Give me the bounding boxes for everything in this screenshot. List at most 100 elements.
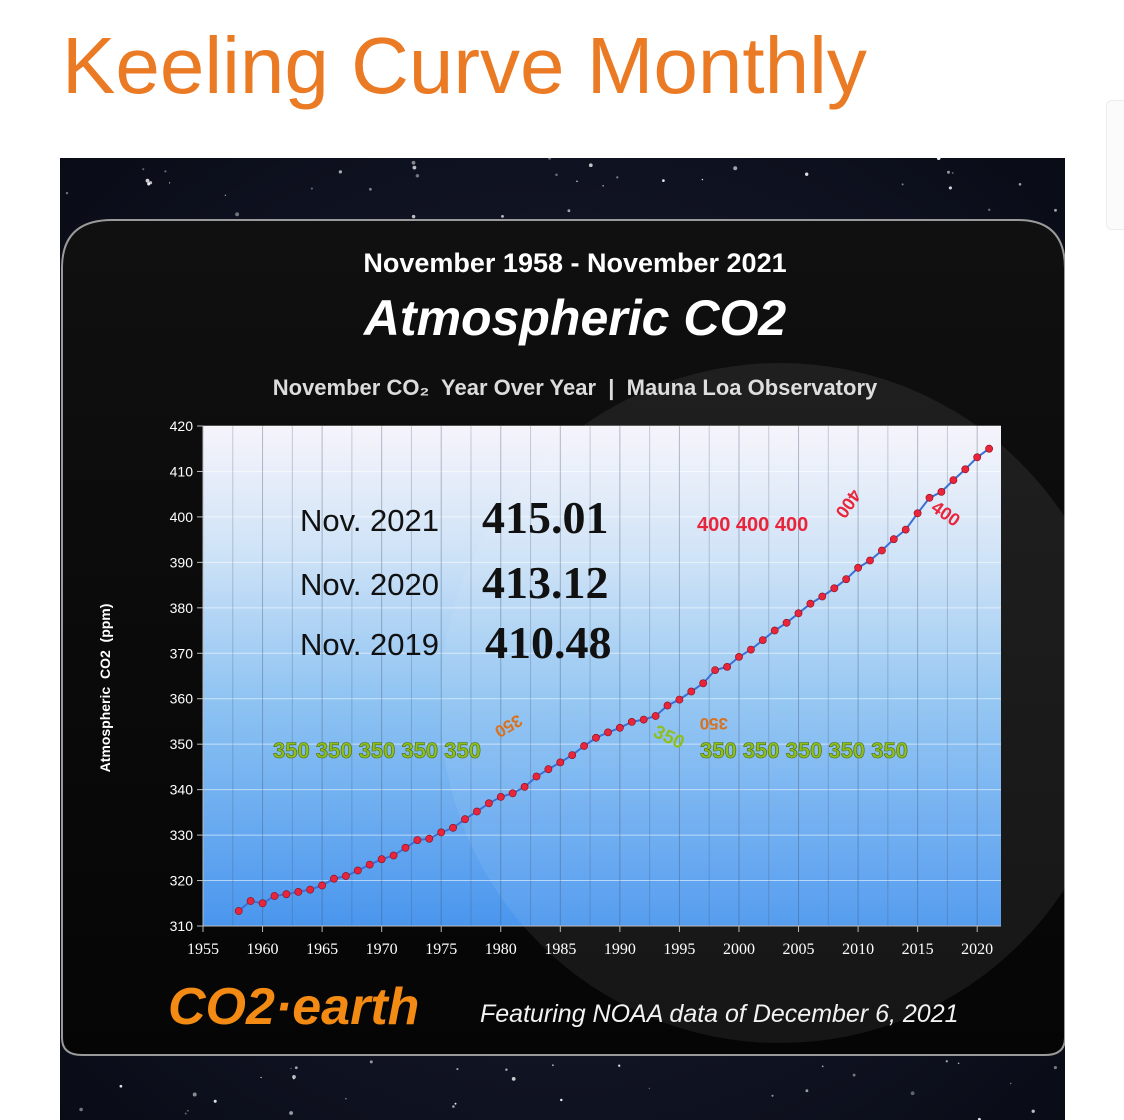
data-point (330, 874, 338, 883)
star (292, 1075, 296, 1079)
data-point (341, 872, 350, 880)
y-tick-label: 380 (170, 600, 194, 616)
date-range: November 1958 - November 2021 (363, 248, 786, 278)
star (235, 212, 240, 217)
x-tick-label: 2005 (783, 941, 815, 958)
y-tick-label: 390 (170, 554, 194, 570)
data-point (770, 626, 779, 635)
data-point (866, 556, 874, 565)
data-point (592, 733, 600, 742)
star (977, 1117, 981, 1120)
star (505, 1068, 508, 1071)
star (452, 1105, 455, 1108)
star (551, 1064, 554, 1067)
star (1053, 1066, 1057, 1070)
x-tick-label: 1995 (663, 941, 695, 958)
star (1009, 1082, 1012, 1085)
star (548, 158, 552, 160)
y-tick-label: 420 (170, 418, 194, 434)
data-point (616, 723, 624, 732)
data-point (818, 592, 827, 601)
star (290, 1067, 292, 1070)
star (951, 171, 954, 174)
page-title: Keeling Curve Monthly (62, 21, 867, 110)
data-point (234, 907, 243, 915)
data-point (878, 546, 886, 555)
data-point (401, 843, 410, 852)
star (501, 215, 504, 218)
data-point (949, 476, 958, 484)
data-point (711, 666, 719, 674)
x-axis: 1955 1960 1965 1970 1975 1980 1985 1990 1995 2000… (187, 925, 1001, 958)
star (369, 1060, 373, 1064)
data-point (437, 828, 446, 837)
scrollbar-fragment (1106, 100, 1124, 230)
data-point (472, 807, 481, 816)
data-point (747, 645, 755, 654)
data-point (699, 679, 708, 688)
data-point (842, 575, 851, 584)
reading-label-2020: Nov. 2020 (300, 567, 439, 602)
x-tick-label: 1980 (485, 941, 517, 958)
co2-points (234, 444, 993, 915)
star (701, 178, 704, 181)
data-point (353, 866, 362, 875)
data-point (568, 751, 577, 759)
headline: Atmospheric CO2 (362, 290, 787, 346)
data-point (937, 487, 946, 496)
star (289, 1111, 294, 1115)
brand-logo: CO2·earth (168, 978, 419, 1036)
y-tick-label: 360 (170, 691, 194, 707)
data-point (508, 789, 517, 798)
star (145, 178, 150, 183)
data-point (258, 899, 267, 908)
stars (65, 158, 1057, 1120)
data-point (913, 509, 922, 518)
data-point (365, 860, 374, 869)
star (187, 1110, 189, 1112)
star (957, 1062, 960, 1065)
star (411, 214, 416, 219)
star (987, 208, 991, 212)
data-point (580, 742, 588, 750)
data-point (687, 687, 696, 696)
data-point (639, 715, 648, 724)
star (567, 209, 571, 213)
x-tick-label: 2020 (961, 941, 993, 958)
star (119, 1084, 123, 1088)
data-point (532, 772, 541, 781)
x-tick-label: 2015 (902, 941, 934, 958)
star (805, 1089, 809, 1093)
star (576, 180, 578, 183)
data-point (425, 834, 434, 843)
data-point (604, 728, 612, 737)
marker-350-curl-top: 350 (700, 714, 728, 733)
reading-label-2021: Nov. 2021 (300, 503, 439, 538)
data-point (925, 493, 934, 502)
star (560, 1098, 563, 1102)
star (345, 1098, 347, 1100)
star (555, 173, 558, 177)
star (260, 1076, 262, 1079)
data-point (651, 712, 660, 720)
data-point (830, 584, 839, 593)
star (945, 1060, 948, 1063)
star (511, 1077, 516, 1081)
y-tick-label: 340 (170, 782, 194, 798)
reading-value-2019: 410.48 (485, 617, 612, 668)
data-point (961, 465, 970, 474)
star (184, 1112, 187, 1115)
star (805, 172, 809, 176)
star (648, 1087, 651, 1090)
star (192, 1092, 197, 1097)
x-tick-label: 1990 (604, 941, 636, 958)
data-point (675, 695, 684, 704)
data-point (377, 855, 386, 864)
y-axis-label: Atmospheric CO2 (ppm) (97, 604, 113, 773)
data-point (806, 599, 815, 608)
data-point (413, 836, 422, 844)
co2-chart-svg: November 1958 - November 2021 Atmospheri… (60, 158, 1065, 1120)
star (79, 1107, 83, 1112)
star (369, 187, 372, 191)
star (901, 183, 904, 186)
